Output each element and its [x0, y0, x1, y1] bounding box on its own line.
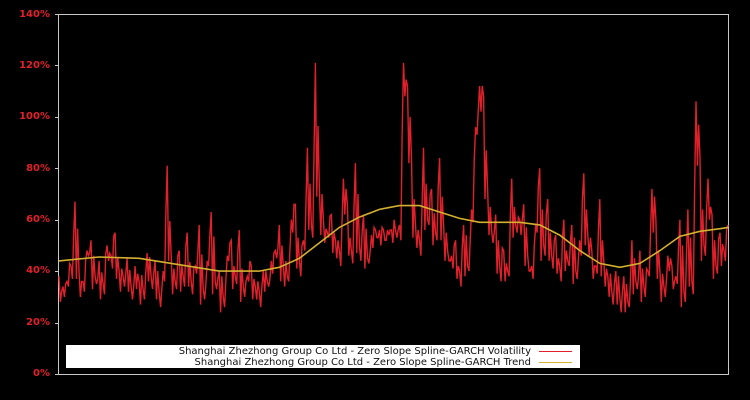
y-tick-label-40: 40%	[26, 265, 50, 276]
legend-item-volatility: Shanghai Zhezhong Group Co Ltd - Zero Sl…	[179, 346, 572, 357]
legend-swatch-volatility-icon	[539, 351, 572, 352]
y-tick-label-60: 60%	[26, 214, 50, 225]
legend-label-trend: Shanghai Zhezhong Group Co Ltd - Zero Sl…	[194, 357, 531, 368]
legend-item-trend: Shanghai Zhezhong Group Co Ltd - Zero Sl…	[195, 357, 572, 368]
y-tick-label-0: 0%	[33, 368, 50, 379]
y-axis-ticks	[55, 14, 59, 375]
legend-swatch-trend-icon	[539, 362, 572, 363]
y-tick-label-100: 100%	[19, 111, 50, 122]
legend-label-volatility: Shanghai Zhezhong Group Co Ltd - Zero Sl…	[178, 346, 531, 357]
y-tick-label-120: 120%	[19, 60, 50, 71]
trend-series-line	[58, 204, 729, 272]
y-tick-label-80: 80%	[26, 163, 50, 174]
y-tick-label-140: 140%	[19, 9, 50, 20]
plot-frame	[58, 14, 729, 375]
chart-legend: Shanghai Zhezhong Group Co Ltd - Zero Sl…	[66, 345, 580, 368]
y-tick-label-20: 20%	[26, 317, 50, 328]
volatility-series-line	[58, 62, 729, 313]
